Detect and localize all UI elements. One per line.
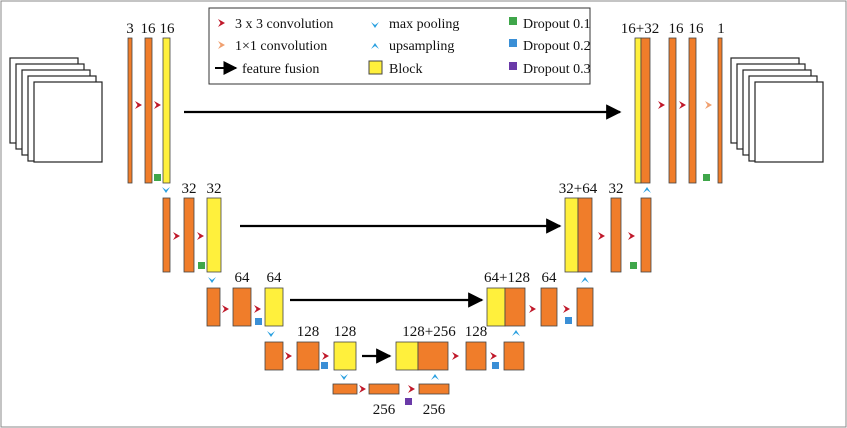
legend: 3 x 3 convolution 1×1 convolution featur… <box>208 7 591 85</box>
bottleneck <box>332 374 450 405</box>
label-bottleneck-a: 256 <box>373 402 396 418</box>
label-dec1-cat: 16+32 <box>621 21 659 37</box>
decoder-level-3 <box>486 277 594 327</box>
encoder-level-2 <box>162 197 222 283</box>
decoder-level-4 <box>395 330 525 371</box>
encoder-level-1 <box>127 37 171 193</box>
label-dec1-b: 16 <box>689 21 705 37</box>
label-dec1-a: 16 <box>669 21 685 37</box>
drop2-swatch <box>509 39 517 47</box>
legend-conv1: 1×1 convolution <box>235 39 327 54</box>
label-enc4-a: 128 <box>297 324 320 340</box>
label-dec2-cat: 32+64 <box>559 181 598 197</box>
label-enc4-b: 128 <box>334 324 357 340</box>
label-enc1-b: 16 <box>160 21 176 37</box>
label-bottleneck-b: 256 <box>423 402 446 418</box>
label-enc3-a: 64 <box>235 270 251 286</box>
drop3-swatch <box>509 62 517 70</box>
encoder-level-3 <box>206 287 284 337</box>
legend-block: Block <box>389 62 422 77</box>
label-enc2-a: 32 <box>182 181 197 197</box>
label-enc3-b: 64 <box>267 270 283 286</box>
label-dec4-cat: 128+256 <box>402 324 456 340</box>
legend-maxpool: max pooling <box>389 17 459 32</box>
label-enc1-in: 3 <box>126 21 134 37</box>
label-dec4-conv: 128 <box>465 324 488 340</box>
legend-conv3: 3 x 3 convolution <box>235 17 333 32</box>
label-enc2-b: 32 <box>207 181 222 197</box>
decoder-level-2 <box>564 187 652 273</box>
decoder-level-1 <box>634 37 723 184</box>
drop1-swatch <box>509 17 517 25</box>
legend-drop3: Dropout 0.3 <box>523 62 591 77</box>
legend-drop2: Dropout 0.2 <box>523 39 591 54</box>
label-dec3-conv: 64 <box>542 270 558 286</box>
legend-fusion: feature fusion <box>242 62 319 77</box>
encoder-level-4 <box>264 341 357 380</box>
label-enc1-a: 16 <box>141 21 157 37</box>
label-dec2-conv: 32 <box>609 181 624 197</box>
label-dec1-out: 1 <box>717 21 725 37</box>
output-image-stack <box>730 57 824 163</box>
block-swatch <box>368 60 383 75</box>
input-image-stack <box>9 57 103 163</box>
legend-box <box>208 7 591 85</box>
legend-upsample: upsampling <box>389 39 454 54</box>
label-dec3-cat: 64+128 <box>484 270 530 286</box>
legend-drop1: Dropout 0.1 <box>523 17 591 32</box>
